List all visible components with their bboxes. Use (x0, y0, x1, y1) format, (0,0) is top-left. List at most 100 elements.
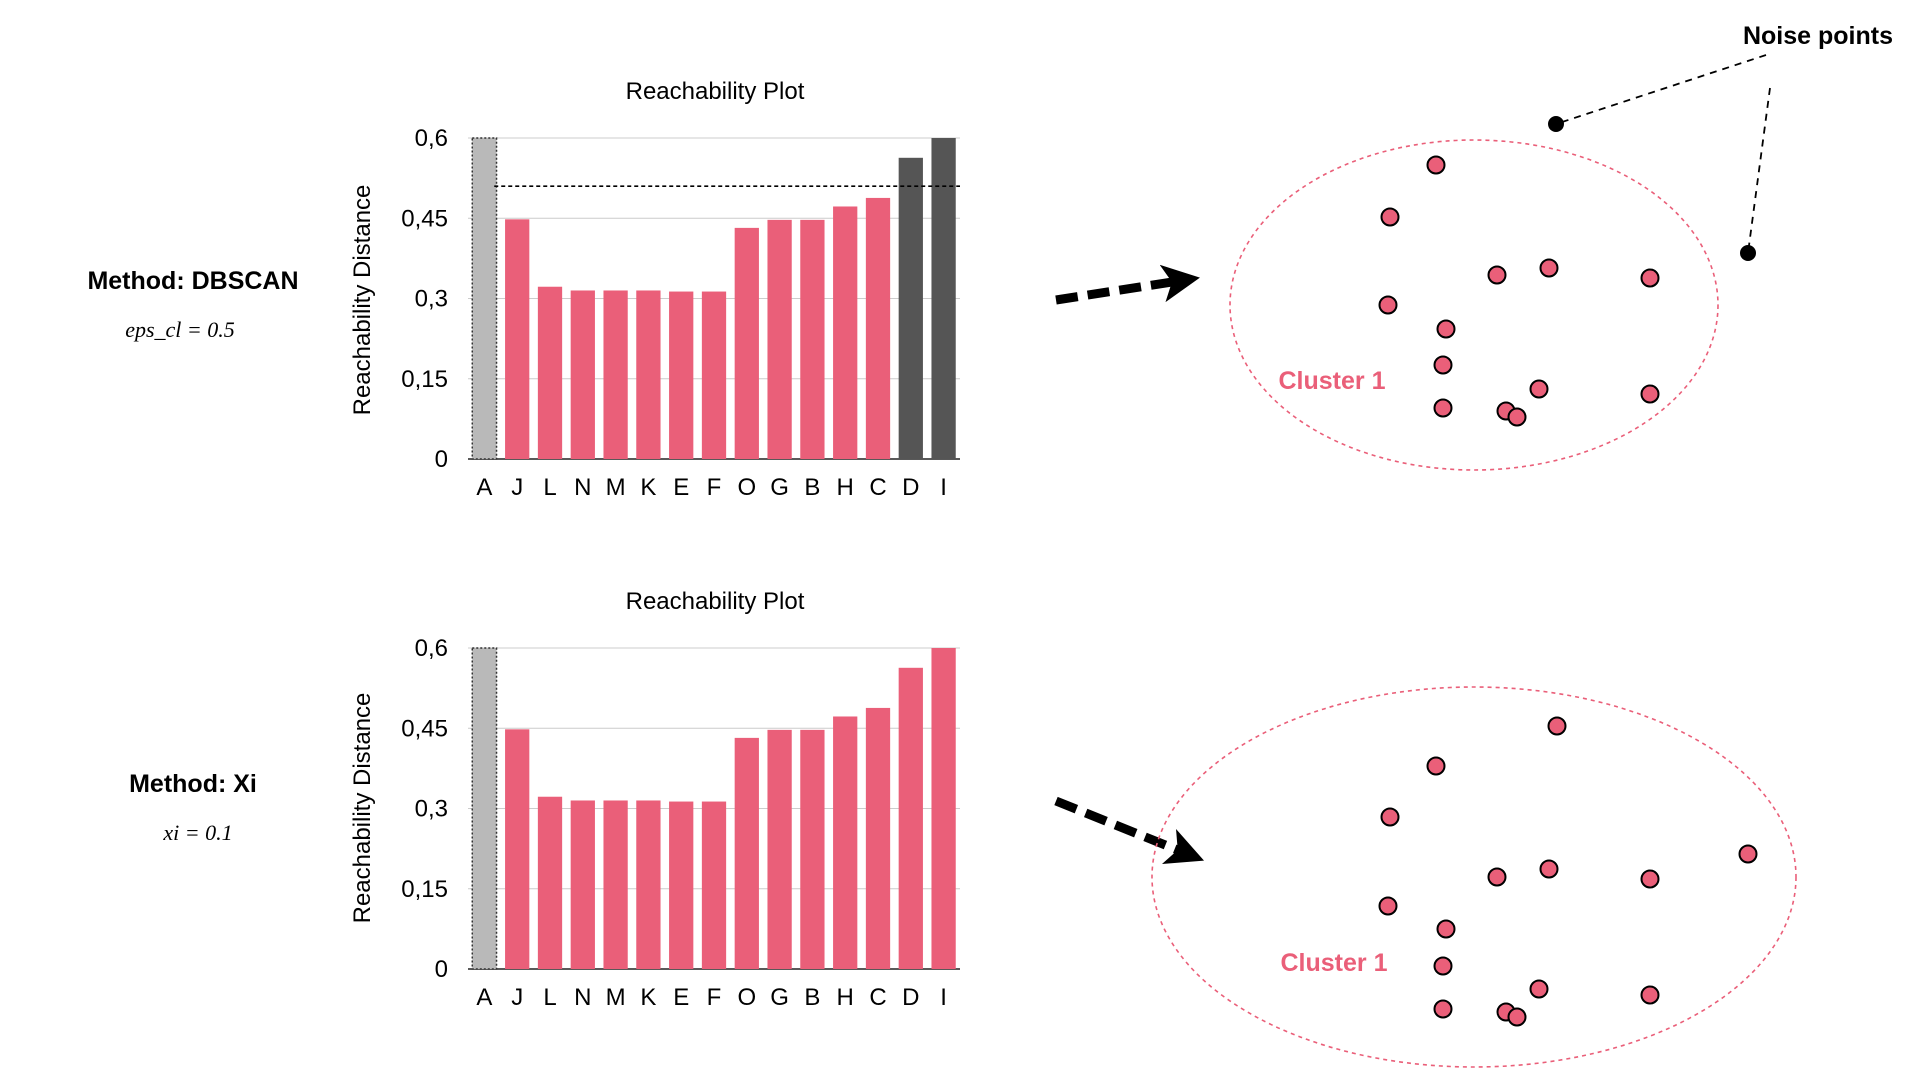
x-tick-label: D (902, 984, 919, 1011)
data-point (1507, 1007, 1527, 1027)
data-point (1433, 999, 1453, 1019)
data-point (1539, 258, 1559, 278)
bar (505, 219, 530, 459)
noise-pointer (1747, 87, 1771, 254)
x-tick-label: F (707, 984, 722, 1011)
bar (570, 800, 595, 969)
bar (537, 286, 563, 459)
dashed-arrow (1054, 796, 1205, 865)
bar (931, 648, 956, 969)
data-point (1433, 355, 1453, 375)
bar (669, 801, 694, 969)
data-point (1436, 319, 1456, 339)
data-point (1640, 268, 1660, 288)
reachability-chart: Reachability Plot Reachability Distance … (349, 588, 960, 1011)
y-axis-label: Reachability Distance (349, 185, 376, 416)
x-tick-label: D (902, 474, 919, 501)
bar (471, 647, 498, 970)
bar (537, 796, 563, 969)
y-tick-label: 0,45 (401, 205, 448, 232)
data-point (1426, 756, 1446, 776)
panel-xi: Method: Xi xi = 0.1 Reachability Plot Re… (129, 588, 1797, 1068)
noise-point (1548, 116, 1564, 132)
y-tick-label: 0,3 (415, 286, 448, 313)
data-point (1507, 407, 1527, 427)
x-tick-label: I (940, 984, 947, 1011)
bar (669, 291, 694, 459)
bar (767, 219, 792, 459)
data-point (1378, 295, 1398, 315)
noise-point (1740, 245, 1756, 261)
noise-annotation: Noise points (1548, 22, 1893, 261)
x-tick-label: G (770, 474, 789, 501)
cluster-label: Cluster 1 (1279, 367, 1386, 395)
data-point (1640, 985, 1660, 1005)
bar (800, 729, 825, 969)
bar (865, 707, 891, 969)
bar (833, 206, 858, 459)
bar (701, 291, 727, 459)
y-tick-label: 0,6 (415, 635, 448, 662)
cluster-ellipse (1151, 686, 1797, 1068)
y-tick-label: 0,3 (415, 796, 448, 823)
x-tick-label: J (511, 474, 523, 501)
bar (701, 801, 727, 969)
bar (767, 729, 792, 969)
data-point (1640, 869, 1660, 889)
panel-dbscan: Method: DBSCAN eps_cl = 0.5 Reachability… (87, 22, 1893, 501)
chart-title: Reachability Plot (626, 78, 805, 105)
cluster-view: Cluster 1 (1229, 139, 1719, 471)
y-tick-label: 0,6 (415, 125, 448, 152)
y-tick-label: 0 (435, 956, 448, 983)
x-tick-label: M (606, 984, 626, 1011)
x-tick-label: L (543, 474, 556, 501)
data-point (1380, 807, 1400, 827)
data-point (1436, 919, 1456, 939)
bar (734, 737, 759, 969)
data-point (1738, 844, 1758, 864)
bar (636, 290, 661, 459)
dashed-arrow (1055, 264, 1200, 305)
bar (471, 137, 498, 460)
bar (865, 197, 891, 460)
x-tick-label: F (707, 474, 722, 501)
data-point (1547, 716, 1567, 736)
bar (570, 290, 595, 459)
x-tick-label: O (737, 474, 756, 501)
x-tick-label: A (476, 984, 492, 1011)
chart-title: Reachability Plot (626, 588, 805, 615)
x-tick-label: C (869, 474, 886, 501)
cluster-ellipse (1229, 139, 1719, 471)
data-point (1433, 398, 1453, 418)
data-point (1487, 265, 1507, 285)
x-tick-label: K (640, 984, 656, 1011)
cluster-view: Cluster 1 (1151, 686, 1797, 1068)
y-tick-label: 0,15 (401, 876, 448, 903)
x-tick-label: H (837, 984, 854, 1011)
x-tick-label: K (640, 474, 656, 501)
x-tick-label: G (770, 984, 789, 1011)
cluster-label: Cluster 1 (1281, 949, 1388, 977)
data-point (1640, 384, 1660, 404)
bar (800, 219, 825, 459)
noise-label: Noise points (1743, 22, 1893, 50)
bar (898, 667, 923, 969)
y-axis-label: Reachability Distance (349, 693, 376, 924)
data-point (1426, 155, 1446, 175)
param-label: xi = 0.1 (162, 820, 232, 845)
bar (931, 138, 956, 459)
x-tick-label: E (673, 474, 689, 501)
x-tick-label: I (940, 474, 947, 501)
x-tick-label: O (737, 984, 756, 1011)
x-tick-label: J (511, 984, 523, 1011)
y-tick-label: 0,45 (401, 715, 448, 742)
x-tick-label: B (804, 474, 820, 501)
data-point (1529, 979, 1549, 999)
bar (603, 290, 628, 459)
data-point (1380, 207, 1400, 227)
data-point (1529, 379, 1549, 399)
method-title: Method: DBSCAN (87, 267, 298, 295)
data-point (1378, 896, 1398, 916)
bar (505, 729, 530, 969)
